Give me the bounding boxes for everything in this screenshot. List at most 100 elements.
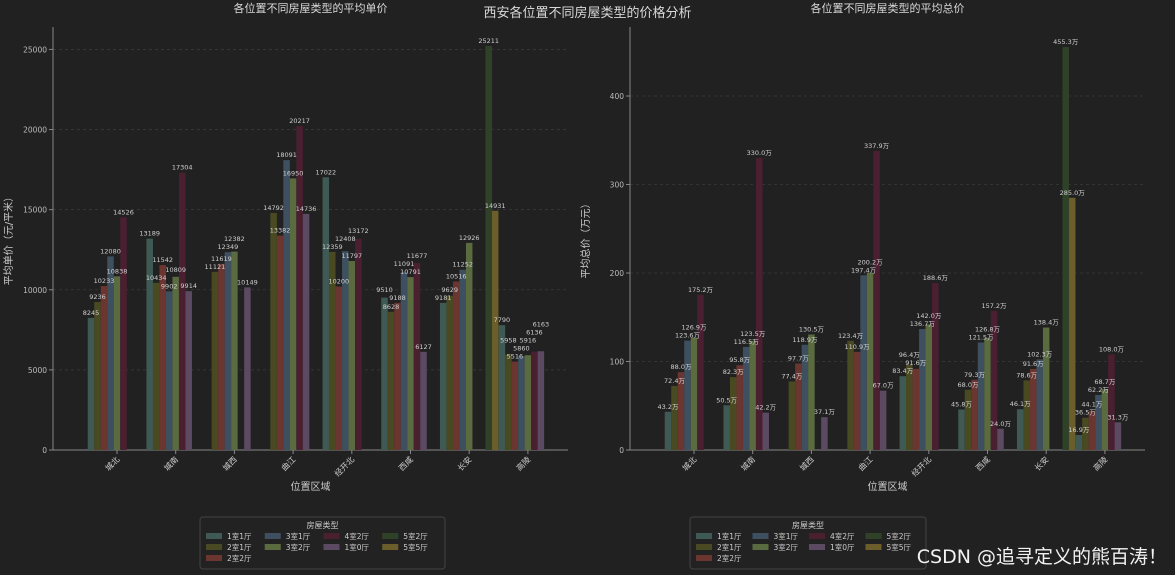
bar-2室2厅 xyxy=(276,235,284,450)
data-label: 13189 xyxy=(139,230,160,238)
data-label: 108.0万 xyxy=(1099,345,1125,353)
bar-1室1厅 xyxy=(439,302,447,450)
data-label: 138.4万 xyxy=(1034,319,1060,327)
data-label: 11619 xyxy=(211,255,232,263)
legend-label: 2室2厅 xyxy=(717,553,742,563)
legend-swatch xyxy=(382,544,399,550)
data-label: 50.5万 xyxy=(716,396,737,404)
legend-label: 2室1厅 xyxy=(717,542,742,552)
data-label: 14931 xyxy=(485,202,506,210)
legend-swatch xyxy=(206,544,222,550)
bar-2室1厅 xyxy=(906,364,913,450)
legend-label: 5室2厅 xyxy=(403,531,428,541)
bar-3室2厅 xyxy=(113,276,121,450)
legend-swatch xyxy=(809,544,825,550)
bar-2室1厅 xyxy=(964,389,972,450)
legend-label: 1室0厅 xyxy=(345,542,370,552)
data-label: 45.8万 xyxy=(951,400,972,408)
data-label: 97.7万 xyxy=(788,355,809,363)
bar-4室2厅 xyxy=(120,217,127,450)
bar-1室0厅 xyxy=(821,417,828,450)
data-label: 68.7万 xyxy=(1094,378,1115,386)
data-label: 330.0万 xyxy=(747,149,773,157)
bar-3室1厅 xyxy=(342,251,349,450)
bar-1室0厅 xyxy=(302,213,310,450)
bar-2室2厅 xyxy=(1088,410,1096,450)
bar-4室2厅 xyxy=(1108,354,1115,450)
bar-1室1厅 xyxy=(1016,409,1024,450)
y-tick-label: 200 xyxy=(610,269,625,278)
figure-title: 西安各位置不同房屋类型的价格分析 xyxy=(483,6,692,21)
legend-swatch xyxy=(752,544,769,550)
data-label: 95.8万 xyxy=(729,356,750,364)
legend-label: 4室2厅 xyxy=(830,531,855,541)
bar-2室2厅 xyxy=(853,351,861,450)
bar-5室5厅 xyxy=(491,210,499,450)
bar-1室1厅 xyxy=(1075,435,1083,450)
bar-2室1厅 xyxy=(847,340,854,450)
data-label: 10791 xyxy=(400,268,421,276)
legend-label: 5室2厅 xyxy=(887,531,912,541)
bar-2室2厅 xyxy=(100,286,108,450)
bar-2室1厅 xyxy=(1023,380,1030,450)
bar-4室2厅 xyxy=(413,262,421,450)
legend-label: 3室1厅 xyxy=(774,531,799,541)
legend-swatch xyxy=(323,533,340,539)
bar-3室2厅 xyxy=(172,276,179,450)
data-label: 9188 xyxy=(389,294,406,302)
legend-title: 房屋类型 xyxy=(792,520,824,530)
data-label: 36.5万 xyxy=(1075,409,1096,417)
bar-4室2厅 xyxy=(873,150,880,450)
bar-2室2厅 xyxy=(452,281,460,450)
data-label: 44.1万 xyxy=(1081,401,1102,409)
bar-1室1厅 xyxy=(322,177,330,450)
chart-title: 各位置不同房屋类型的平均总价 xyxy=(811,1,965,15)
bar-2室2厅 xyxy=(736,365,743,450)
data-label: 175.2万 xyxy=(688,286,714,294)
data-label: 10809 xyxy=(165,266,186,274)
y-tick-label: 15000 xyxy=(23,206,47,215)
y-tick-label: 20000 xyxy=(23,126,47,135)
data-label: 5860 xyxy=(513,345,530,353)
data-label: 43.2万 xyxy=(658,403,679,411)
data-label: 9914 xyxy=(180,282,197,290)
bar-4室2厅 xyxy=(178,172,186,450)
y-tick-label: 10000 xyxy=(23,286,47,295)
bar-3室2厅 xyxy=(407,277,414,450)
legend-label: 5室5厅 xyxy=(887,542,912,552)
data-label: 17022 xyxy=(315,168,336,176)
x-tick-label: 城北 xyxy=(681,455,699,473)
x-tick-label: 长安 xyxy=(1032,454,1050,472)
data-label: 285.0万 xyxy=(1060,189,1086,197)
bar-1室0厅 xyxy=(997,428,1004,450)
data-label: 123.4万 xyxy=(838,332,864,340)
bar-3室1厅 xyxy=(1036,359,1043,450)
data-label: 9902 xyxy=(161,282,178,290)
legend-label: 3室2厅 xyxy=(286,542,311,552)
bar-2室1厅 xyxy=(788,381,796,450)
bar-3室1厅 xyxy=(1095,394,1102,450)
data-label: 11091 xyxy=(394,260,415,268)
bar-3室2厅 xyxy=(231,251,238,450)
data-label: 188.6万 xyxy=(923,274,949,282)
bar-2室1厅 xyxy=(1082,417,1089,450)
data-label: 17304 xyxy=(172,164,193,172)
legend-swatch xyxy=(696,544,712,550)
data-label: 78.6万 xyxy=(1016,371,1037,379)
legend-label: 3室1厅 xyxy=(286,531,311,541)
bar-1室1厅 xyxy=(146,238,153,450)
bar-3室1厅 xyxy=(459,269,466,450)
data-label: 7790 xyxy=(494,316,511,324)
bar-2室2厅 xyxy=(912,368,920,450)
bar-3室2厅 xyxy=(524,355,532,450)
x-tick-label: 西咸 xyxy=(974,454,992,472)
data-label: 20217 xyxy=(289,117,310,125)
bar-2室1厅 xyxy=(329,251,336,450)
bar-3室2厅 xyxy=(289,178,297,450)
x-axis-label: 位置区域 xyxy=(291,480,331,493)
bar-4室2厅 xyxy=(697,294,704,450)
bar-2室1厅 xyxy=(152,282,160,450)
bar-2室1厅 xyxy=(729,377,737,450)
legend-swatch xyxy=(206,555,222,561)
